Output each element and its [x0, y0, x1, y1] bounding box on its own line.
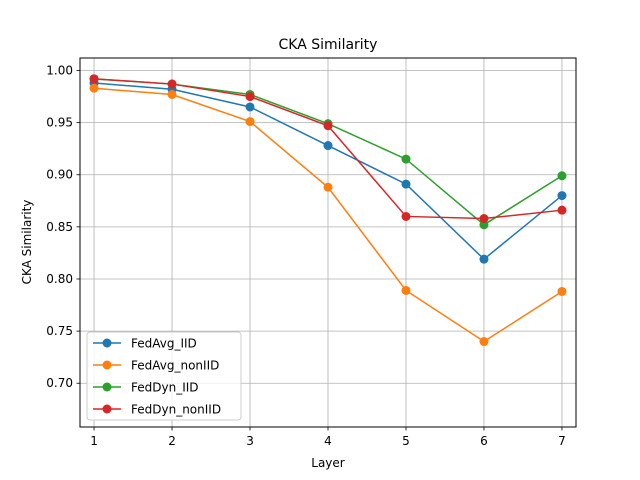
- legend-entry-label: FedDyn_IID: [131, 381, 199, 395]
- data-point-fedavg-iid: [557, 191, 567, 201]
- y-tick-label: 0.85: [46, 220, 73, 234]
- data-point-fedavg-noniid: [323, 182, 333, 192]
- data-point-feddyn-noniid: [479, 214, 489, 224]
- x-axis: 1 2 3 4 5 6 7: [90, 427, 566, 448]
- x-tick-label: 3: [246, 434, 254, 448]
- data-point-fedavg-noniid: [167, 89, 177, 99]
- legend-marker-swatch: [102, 382, 112, 392]
- legend: FedAvg_IID FedAvg_nonIID FedDyn_IID FedDyn_…: [86, 331, 242, 421]
- y-tick-label: 1.00: [46, 64, 73, 78]
- y-tick-label: 0.95: [46, 116, 73, 130]
- y-tick-label: 0.75: [46, 324, 73, 338]
- x-tick-label: 2: [168, 434, 176, 448]
- legend-entry-label: FedAvg_nonIID: [131, 359, 219, 373]
- x-axis-title: Layer: [311, 456, 345, 470]
- data-point-feddyn-noniid: [167, 79, 177, 89]
- legend-marker-swatch: [102, 404, 112, 414]
- data-point-feddyn-noniid: [557, 205, 567, 215]
- legend-marker-swatch: [102, 360, 112, 370]
- data-point-feddyn-noniid: [89, 74, 99, 84]
- data-point-feddyn-noniid: [401, 211, 411, 221]
- data-point-fedavg-noniid: [479, 337, 489, 347]
- data-point-feddyn-noniid: [323, 121, 333, 131]
- legend-box: [86, 331, 242, 421]
- legend-entry-label: FedAvg_IID: [131, 337, 197, 351]
- data-point-fedavg-iid: [479, 254, 489, 264]
- data-point-fedavg-iid: [401, 179, 411, 189]
- data-point-feddyn-iid: [479, 220, 489, 230]
- data-point-fedavg-noniid: [89, 83, 99, 93]
- x-tick-label: 1: [90, 434, 98, 448]
- x-tick-label: 5: [402, 434, 410, 448]
- x-tick-label: 7: [558, 434, 566, 448]
- data-point-feddyn-iid: [401, 154, 411, 164]
- y-tick-label: 0.90: [46, 168, 73, 182]
- data-point-feddyn-noniid: [245, 92, 255, 102]
- data-point-fedavg-noniid: [245, 117, 255, 127]
- x-tick-label: 6: [480, 434, 488, 448]
- x-tick-label: 4: [324, 434, 332, 448]
- data-point-fedavg-iid: [323, 141, 333, 151]
- data-point-fedavg-iid: [245, 102, 255, 112]
- series-markers: [89, 74, 567, 347]
- data-point-fedavg-noniid: [401, 285, 411, 295]
- legend-marker-swatch: [102, 338, 112, 348]
- y-tick-label: 0.70: [46, 376, 73, 390]
- data-point-feddyn-iid: [557, 171, 567, 181]
- y-axis-title: CKA Similarity: [20, 200, 34, 285]
- legend-entry-label: FedDyn_nonIID: [131, 403, 221, 417]
- data-point-fedavg-noniid: [557, 286, 567, 296]
- chart-title: CKA Similarity: [279, 37, 378, 53]
- y-tick-label: 0.80: [46, 272, 73, 286]
- y-axis: 0.70 0.75 0.80 0.85 0.90 0.95 1.00: [46, 64, 80, 390]
